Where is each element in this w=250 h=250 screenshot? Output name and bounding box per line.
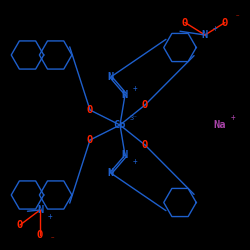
Text: N: N bbox=[122, 150, 128, 160]
Text: N: N bbox=[202, 30, 208, 40]
Text: N: N bbox=[122, 90, 128, 100]
Text: O: O bbox=[222, 18, 228, 28]
Text: +: + bbox=[48, 212, 52, 221]
Text: +: + bbox=[132, 84, 137, 93]
Text: O: O bbox=[87, 105, 93, 115]
Text: +: + bbox=[231, 113, 235, 122]
Text: N: N bbox=[107, 168, 113, 177]
Text: O: O bbox=[87, 135, 93, 145]
Text: O: O bbox=[142, 140, 148, 150]
Text: Na: Na bbox=[214, 120, 226, 130]
Text: ⁻: ⁻ bbox=[235, 13, 240, 22]
Text: O: O bbox=[142, 100, 148, 110]
Text: N: N bbox=[37, 205, 43, 215]
Text: O: O bbox=[17, 220, 23, 230]
Text: O: O bbox=[37, 230, 43, 240]
Text: +: + bbox=[213, 24, 217, 33]
Text: +: + bbox=[132, 157, 137, 166]
Text: 3⁻: 3⁻ bbox=[130, 114, 138, 120]
Text: O: O bbox=[182, 18, 188, 28]
Text: Co: Co bbox=[114, 120, 126, 130]
Text: N: N bbox=[107, 72, 113, 83]
Text: ⁻: ⁻ bbox=[50, 236, 55, 244]
